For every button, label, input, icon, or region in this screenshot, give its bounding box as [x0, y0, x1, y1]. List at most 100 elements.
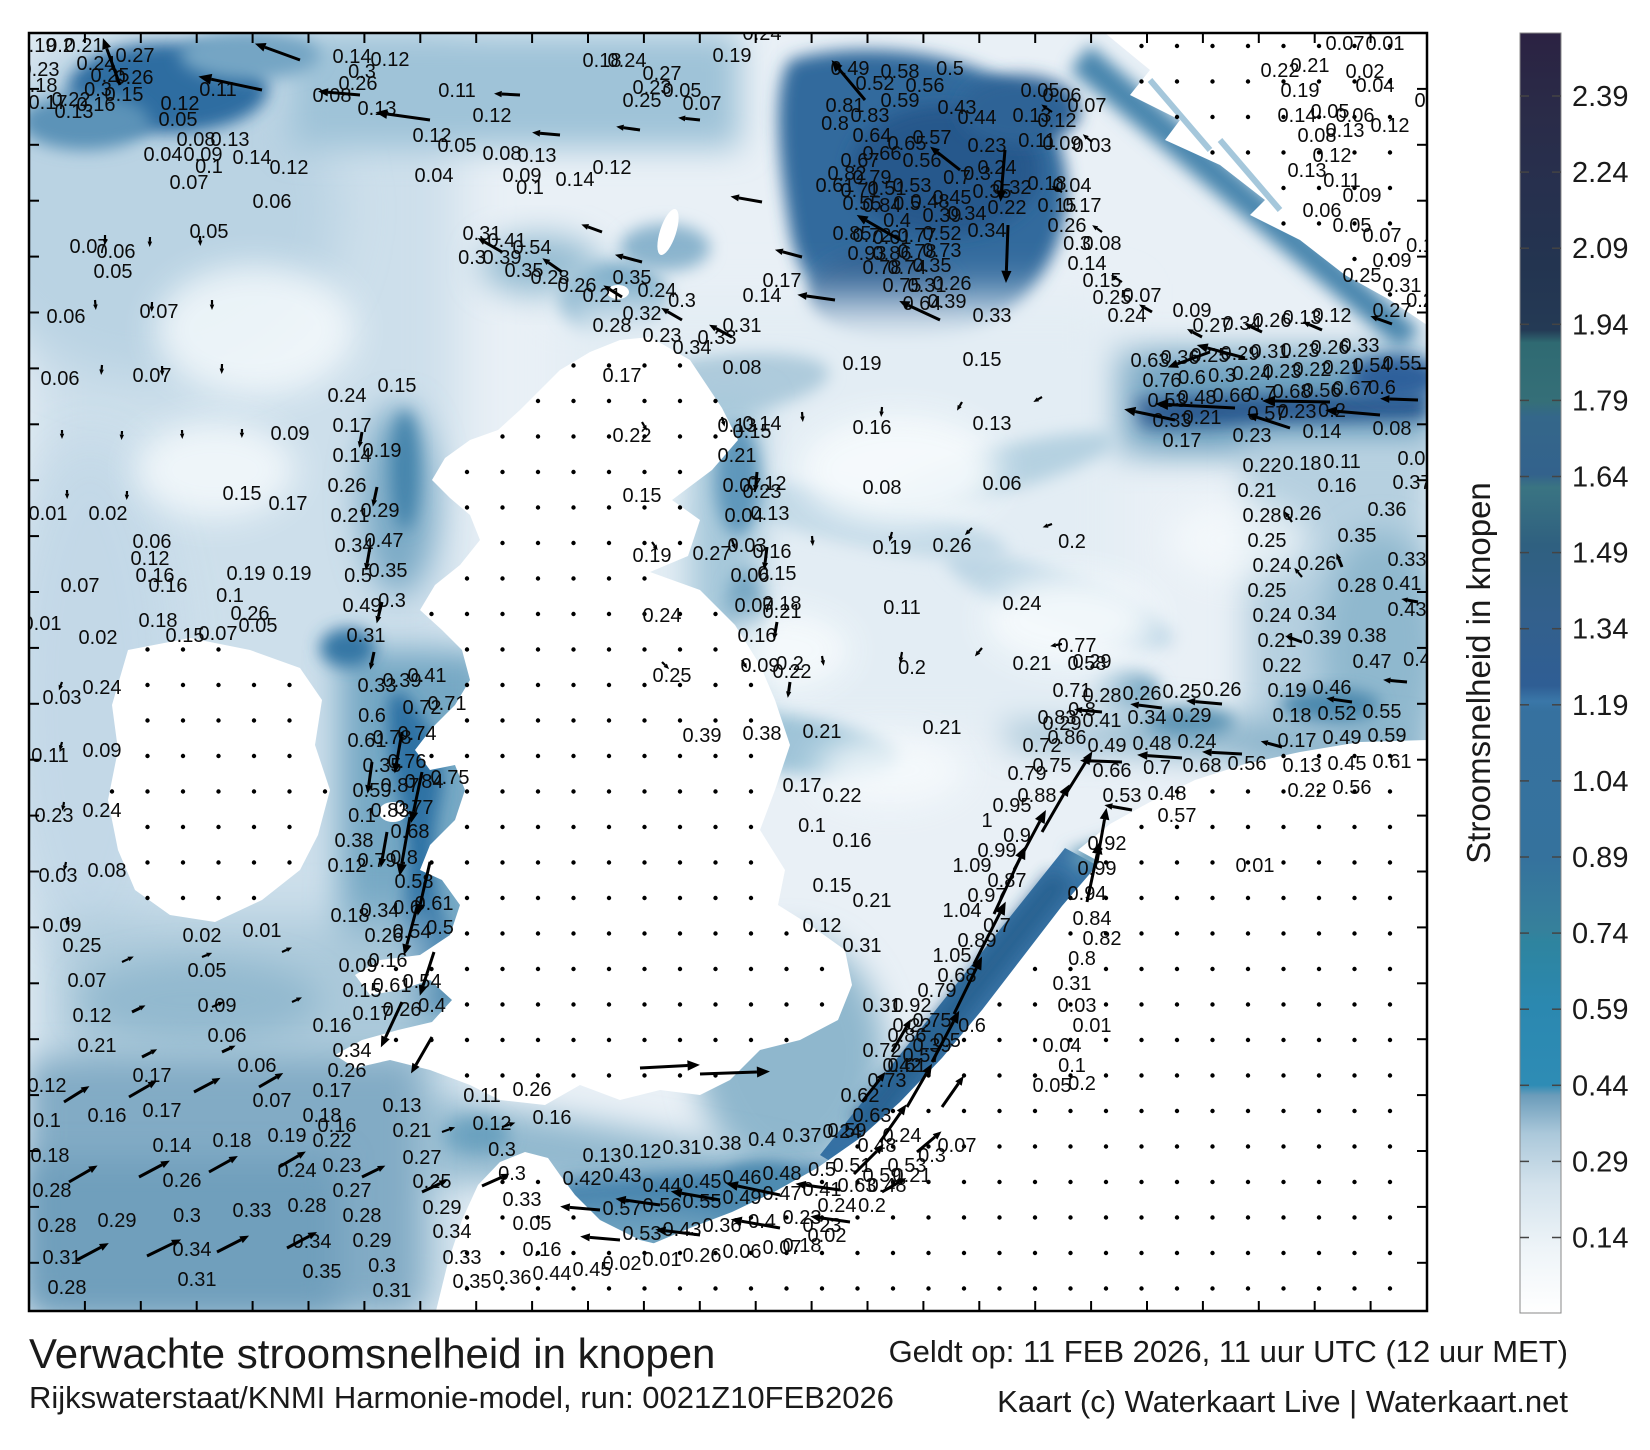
speed-label: 0.18 — [583, 50, 622, 72]
current-arrow — [365, 761, 374, 794]
speed-label: 0.35 — [913, 255, 952, 277]
arrow-shaft — [1147, 754, 1183, 760]
speed-label: 0.17 — [603, 365, 642, 387]
land-grid-dot — [145, 682, 150, 688]
current-arrow — [1401, 597, 1419, 604]
arrow-shaft — [820, 655, 824, 661]
speed-label: 0.16 — [523, 1239, 562, 1261]
arrow-shaft — [1206, 346, 1246, 360]
current-arrow — [852, 1144, 884, 1176]
speed-label: 0.18 — [1273, 705, 1312, 727]
land-grid-dot — [1068, 1073, 1073, 1078]
speed-label: 0.13 — [1013, 105, 1052, 127]
speed-label: 0.86 — [873, 243, 912, 265]
land-grid-dot — [1245, 1073, 1251, 1078]
speed-label: 0.13 — [718, 415, 757, 437]
current-arrow — [996, 149, 1007, 202]
arrow-head — [150, 1049, 158, 1055]
arrow-head — [402, 943, 412, 956]
speed-label: 0.23 — [743, 481, 782, 503]
speed-label: 0.84 — [405, 771, 444, 793]
speed-label: 0.21 — [1238, 480, 1277, 502]
speed-label: 0.02 — [183, 925, 222, 947]
arrow-shaft — [483, 240, 503, 254]
land-grid-dot — [961, 1286, 967, 1291]
arrow-shaft — [1089, 759, 1123, 764]
land-grid-dot — [1352, 1179, 1357, 1185]
current-arrow — [402, 906, 419, 956]
speed-label: 0.07 — [253, 1090, 292, 1112]
land-grid-dot — [1032, 1002, 1038, 1007]
arrow-head — [542, 258, 551, 265]
land-grid-dot — [784, 1037, 789, 1043]
land-grid-dots — [109, 43, 1393, 1291]
arrow-head — [580, 1233, 591, 1242]
land-grid-dot — [1210, 43, 1215, 49]
arrow-head — [296, 1151, 306, 1159]
speed-label: 0.31 — [908, 275, 947, 297]
speed-label: 0.09 — [271, 423, 310, 445]
speed-label: 0.22 — [1261, 60, 1300, 82]
land-grid-dot — [1352, 79, 1357, 84]
arrow-head — [742, 662, 747, 669]
speed-label: 0.06 — [723, 1241, 762, 1263]
arrow-head — [897, 1178, 907, 1185]
land-grid-dot — [464, 1037, 470, 1043]
land-grid-dot — [713, 611, 718, 617]
land-grid-dot — [1281, 1144, 1286, 1149]
land-grid-dot — [429, 611, 434, 617]
land-grid-dot — [1281, 824, 1286, 830]
speed-label: 0.17 — [333, 415, 372, 437]
land-grid-dot — [500, 611, 505, 617]
current-arrow — [193, 1077, 221, 1094]
speed-label: 0.25 — [1248, 580, 1287, 602]
speed-label: 0.2 — [46, 35, 74, 57]
arrow-shaft — [715, 327, 733, 339]
land-grid-dot — [1387, 1286, 1393, 1291]
arrow-shaft — [1290, 636, 1303, 644]
land-grid-dot — [571, 469, 576, 475]
speed-label: 0.13 — [1283, 755, 1322, 777]
speed-label: 0.17 — [133, 1065, 172, 1087]
speed-label: 0.01 — [23, 613, 62, 635]
speed-label: 0.1 — [216, 585, 244, 607]
arrow-head — [1139, 304, 1146, 310]
land-grid-dot — [606, 398, 612, 404]
land-grid-dot — [1316, 1215, 1322, 1220]
speed-label: 0.95 — [993, 795, 1032, 817]
land-grid-dot — [997, 1002, 1002, 1007]
speed-label: 0.24 — [83, 800, 122, 822]
current-arrow — [58, 741, 64, 751]
current-arrow — [411, 1036, 434, 1074]
current-arrow — [102, 38, 122, 86]
speed-label: 0.11 — [1323, 170, 1360, 192]
land-grid-dot — [1387, 79, 1393, 84]
speed-label: 0.52 — [923, 223, 962, 245]
land-grid-dot — [571, 824, 576, 830]
land-grid-dot — [642, 931, 647, 936]
current-arrow — [856, 215, 901, 242]
speed-label: 0.43 — [663, 1219, 702, 1241]
land-grid-dot — [606, 1250, 612, 1256]
land-grid-dot — [1352, 221, 1357, 226]
speed-label: 0.09 — [503, 165, 542, 187]
land-grid-dot — [1174, 860, 1180, 865]
speed-label: 0.3 — [498, 1163, 526, 1185]
land-grid-dot — [1245, 1002, 1251, 1007]
land-grid-dot — [1068, 895, 1073, 901]
land-grid-dot — [642, 824, 647, 830]
land-grid-dot — [535, 611, 541, 617]
land-grid-dot — [535, 966, 541, 972]
current-arrow — [63, 1086, 90, 1104]
speed-label: 0.35 — [613, 267, 652, 289]
speed-label: 0.47 — [763, 1183, 802, 1205]
speed-label: 0.13 — [1283, 307, 1322, 329]
land-grid-dot — [1068, 1108, 1073, 1114]
speed-label: 0.14 — [333, 46, 372, 68]
speed-label: 0.22 — [613, 425, 652, 447]
speed-label: 0.97 — [968, 885, 1007, 907]
speed-label: 0.04 — [1356, 75, 1395, 97]
speed-label: 0.15 — [1038, 195, 1077, 217]
current-arrow — [560, 1203, 601, 1212]
speed-label: 0.31 — [1383, 275, 1422, 297]
